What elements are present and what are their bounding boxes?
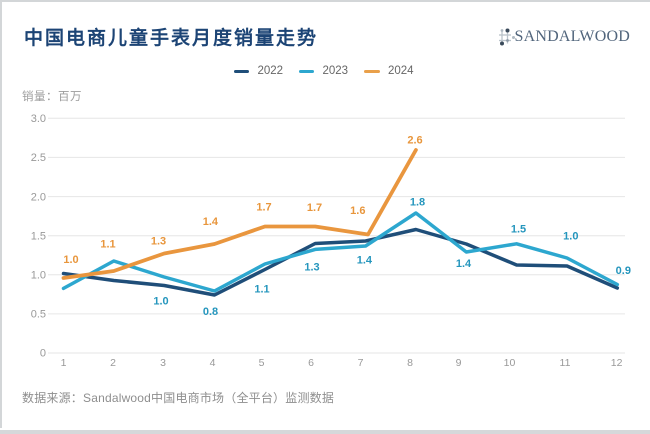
- svg-text:8: 8: [407, 357, 413, 369]
- svg-text:0.8: 0.8: [203, 306, 218, 318]
- svg-text:1.0: 1.0: [63, 254, 78, 266]
- svg-text:1.0: 1.0: [563, 231, 578, 243]
- svg-text:6: 6: [308, 357, 314, 369]
- svg-text:1.1: 1.1: [254, 283, 269, 295]
- svg-text:9: 9: [456, 357, 462, 369]
- svg-text:3.0: 3.0: [31, 113, 46, 125]
- svg-text:1.7: 1.7: [256, 202, 271, 214]
- svg-text:5: 5: [259, 357, 265, 369]
- svg-text:1.5: 1.5: [511, 223, 526, 235]
- svg-text:1.3: 1.3: [151, 235, 166, 247]
- svg-text:1.4: 1.4: [357, 255, 373, 267]
- svg-text:0: 0: [40, 348, 46, 360]
- svg-text:1.8: 1.8: [410, 197, 425, 209]
- svg-text:2.0: 2.0: [31, 191, 46, 203]
- svg-text:10: 10: [504, 357, 516, 369]
- svg-text:0.5: 0.5: [31, 309, 46, 321]
- svg-text:2: 2: [110, 357, 116, 369]
- svg-text:2.5: 2.5: [31, 152, 46, 164]
- svg-text:0.9: 0.9: [616, 265, 631, 277]
- svg-text:1.6: 1.6: [350, 205, 365, 217]
- svg-text:7: 7: [358, 357, 364, 369]
- svg-text:12: 12: [611, 357, 623, 369]
- svg-text:2.6: 2.6: [407, 135, 422, 147]
- svg-text:1: 1: [61, 357, 67, 369]
- svg-text:1.0: 1.0: [153, 296, 168, 308]
- svg-text:4: 4: [210, 357, 216, 369]
- svg-text:1.4: 1.4: [203, 216, 219, 228]
- svg-text:1.1: 1.1: [100, 239, 115, 251]
- svg-text:1.5: 1.5: [31, 230, 46, 242]
- svg-text:1.7: 1.7: [307, 202, 322, 214]
- svg-text:1.4: 1.4: [456, 258, 472, 270]
- svg-text:3: 3: [160, 357, 166, 369]
- svg-text:1.0: 1.0: [31, 270, 46, 282]
- svg-text:11: 11: [560, 357, 571, 369]
- svg-text:1.3: 1.3: [304, 261, 319, 273]
